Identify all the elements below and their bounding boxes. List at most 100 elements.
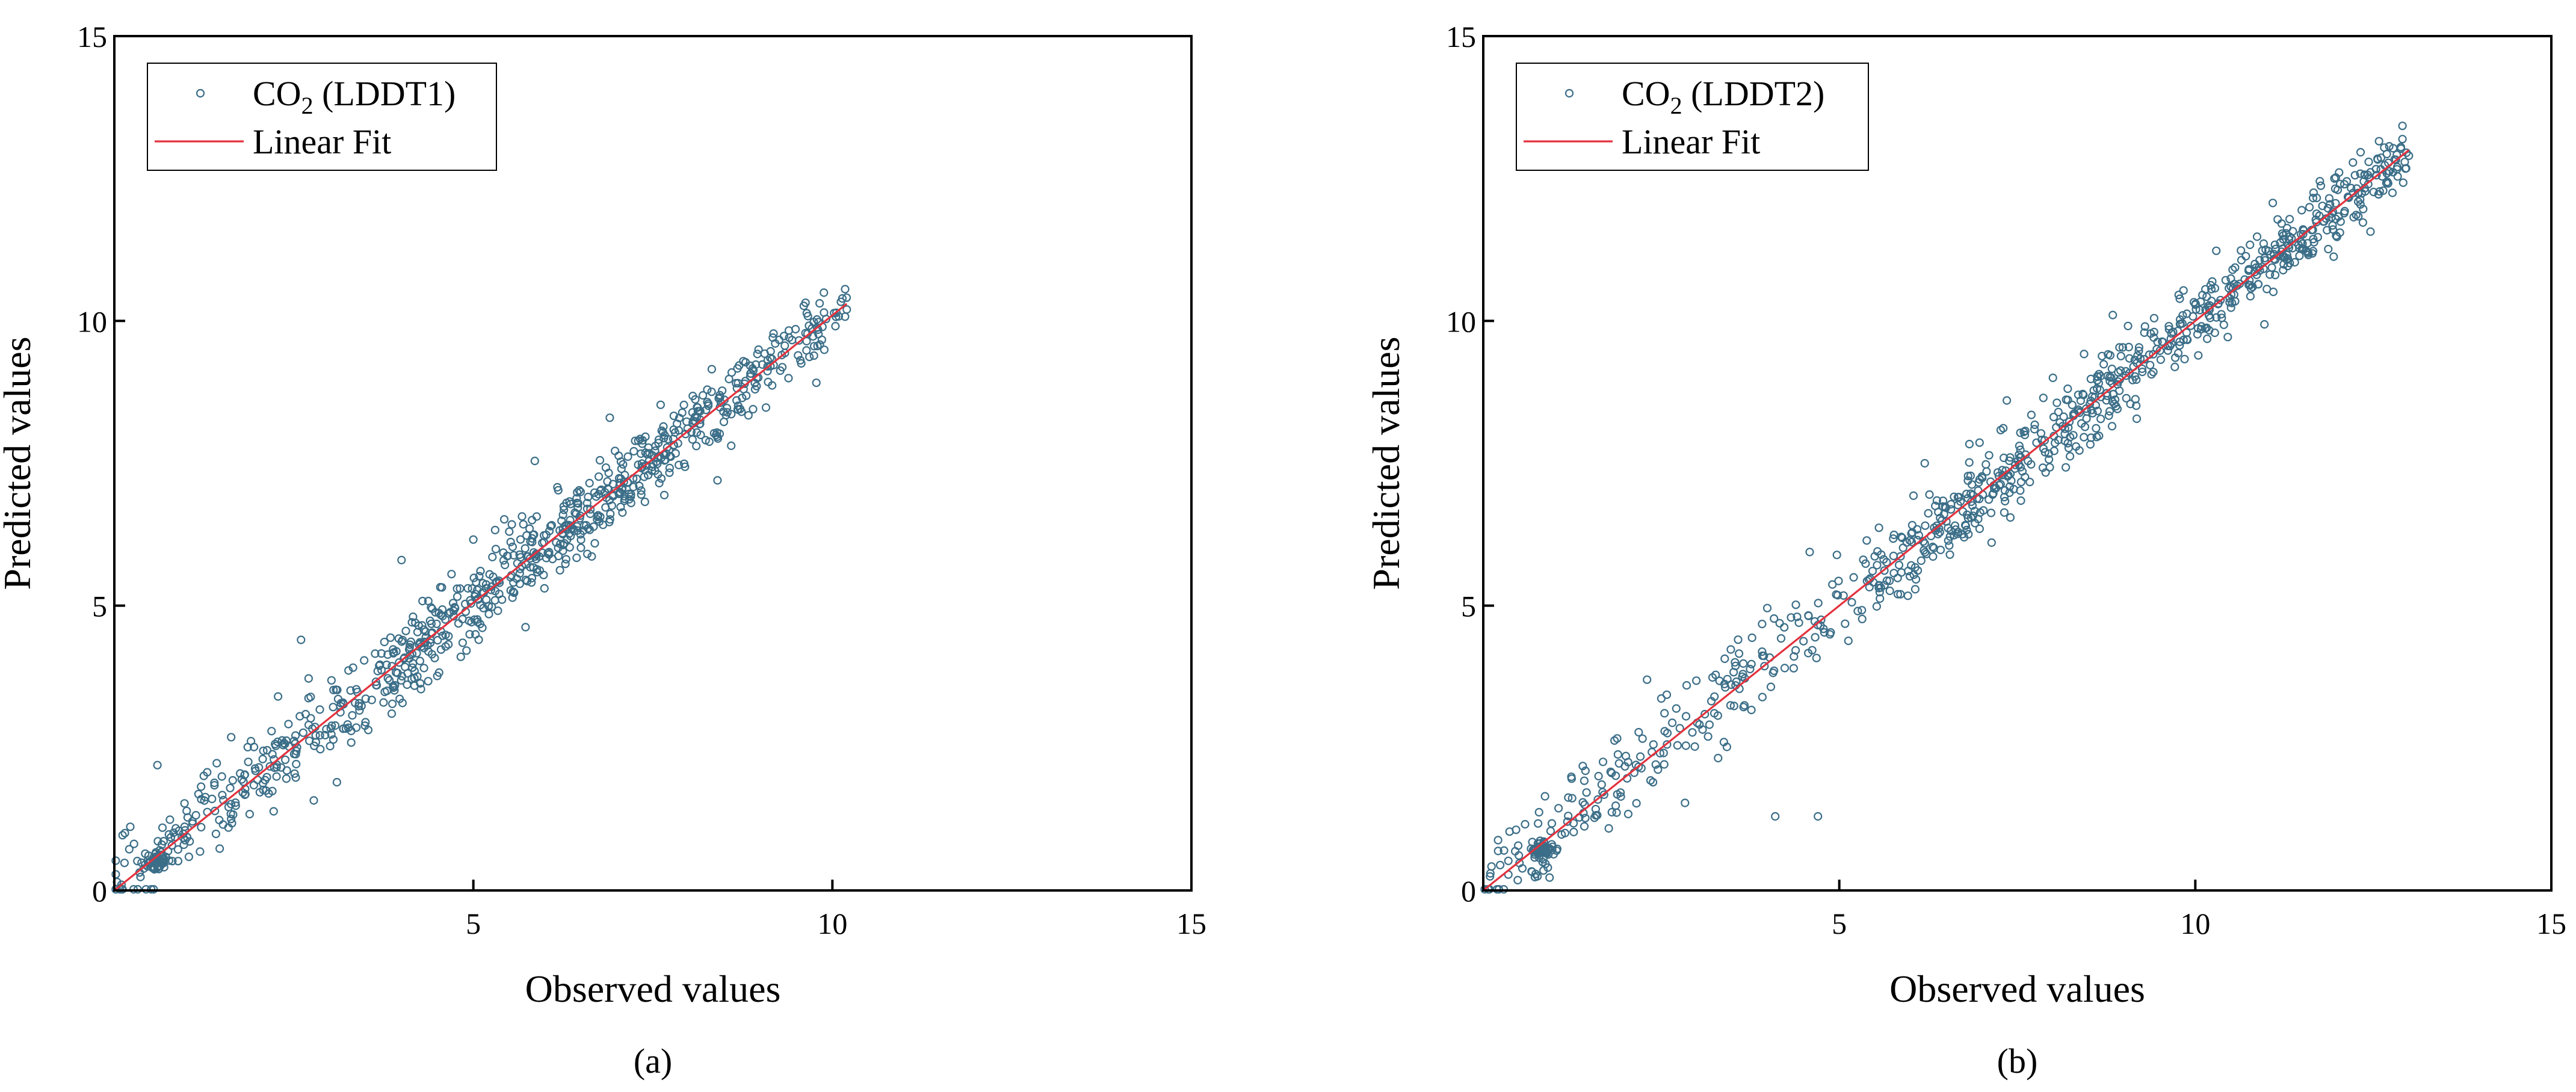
data-point-a: [153, 863, 162, 872]
data-point-a: [306, 693, 315, 702]
data-point-a: [582, 549, 592, 558]
data-point-b: [2066, 433, 2075, 442]
data-point-b: [1812, 653, 1821, 662]
data-point-b: [2331, 199, 2340, 208]
data-point-a: [809, 342, 819, 351]
data-point-a: [304, 674, 314, 683]
data-point-a: [566, 516, 575, 525]
data-point-b: [1560, 828, 1569, 838]
data-point-b: [1791, 600, 1800, 609]
data-point-a: [799, 301, 808, 310]
data-point-b: [2191, 305, 2201, 314]
data-point-a: [495, 578, 504, 587]
data-point-a: [425, 616, 434, 626]
data-point-b: [1945, 550, 1954, 559]
data-point-b: [1789, 664, 1798, 673]
data-point-a: [488, 552, 497, 562]
legend-series-label-a: CO2 (LDDT1): [253, 74, 456, 119]
data-point-a: [640, 497, 649, 507]
data-point-b: [2136, 354, 2145, 363]
data-point-a: [791, 324, 800, 334]
data-point-b: [2186, 321, 2195, 330]
data-point-b: [2016, 428, 2025, 437]
data-point-b: [1839, 591, 1848, 600]
data-point-b: [1787, 613, 1796, 622]
data-point-a: [165, 815, 175, 824]
data-point-a: [117, 880, 126, 889]
data-point-b: [2398, 135, 2407, 144]
data-point-a: [409, 659, 418, 668]
data-point-b: [2178, 311, 2187, 320]
data-point-a: [262, 745, 272, 755]
data-point-a: [812, 378, 821, 387]
data-point-b: [2082, 414, 2091, 423]
data-point-b: [1581, 813, 1590, 822]
data-point-a: [412, 649, 421, 658]
data-point-b: [1853, 606, 1862, 615]
data-point-b: [2108, 310, 2117, 319]
data-point-b: [2312, 193, 2321, 203]
data-point-a: [329, 685, 338, 694]
data-point-a: [267, 727, 276, 736]
data-point-a: [210, 781, 219, 790]
data-point-a: [227, 815, 236, 824]
data-point-b: [2284, 241, 2293, 250]
data-point-a: [265, 762, 274, 771]
data-point-a: [779, 332, 789, 341]
y-tick-label-10-a: 10: [77, 304, 107, 338]
data-point-b: [2202, 292, 2211, 301]
data-point-a: [797, 359, 806, 368]
legend-series-base-a: CO: [253, 74, 301, 113]
data-point-a: [765, 353, 775, 362]
data-point-a: [475, 572, 484, 581]
data-point-b: [2140, 322, 2149, 331]
data-point-b: [2400, 158, 2409, 167]
data-point-b: [2266, 250, 2275, 259]
data-point-b: [2138, 367, 2147, 377]
data-point-a: [707, 365, 717, 374]
data-point-b: [1814, 812, 1823, 821]
data-point-a: [201, 792, 210, 801]
data-point-a: [133, 856, 142, 866]
data-point-b: [1862, 536, 1871, 545]
data-point-b: [1747, 633, 1756, 643]
data-point-b: [2333, 185, 2343, 194]
data-point-b: [2040, 448, 2049, 457]
data-point-b: [2366, 227, 2375, 236]
data-point-b: [1707, 697, 1716, 706]
data-point-b: [1894, 560, 1904, 570]
data-point-b: [1651, 760, 1660, 769]
data-point-a: [382, 660, 391, 670]
data-point-b: [2006, 453, 2015, 462]
data-point-a: [794, 351, 803, 360]
data-point-b: [2027, 410, 2036, 419]
data-point-b: [1726, 680, 1735, 689]
data-point-b: [2005, 456, 2014, 465]
data-point-a: [269, 807, 278, 816]
data-point-a: [445, 609, 454, 618]
data-point-a: [516, 535, 525, 544]
data-point-b: [2313, 233, 2322, 242]
data-point-a: [387, 709, 397, 718]
data-point-b: [1663, 740, 1672, 749]
data-point-b: [1910, 585, 1920, 594]
data-point-a: [421, 627, 430, 636]
data-point-b: [1898, 543, 1907, 552]
data-point-b: [2149, 327, 2158, 337]
data-point-a: [400, 662, 410, 671]
data-point-b: [2039, 393, 2048, 403]
data-point-a: [727, 410, 736, 419]
data-point-a: [641, 432, 650, 442]
data-point-b: [1659, 748, 1668, 757]
data-point-a: [482, 595, 491, 604]
data-point-a: [776, 366, 785, 375]
data-point-b: [2179, 286, 2188, 295]
data-point-a: [460, 599, 470, 609]
data-point-a: [605, 413, 614, 422]
data-point-b: [2246, 292, 2255, 301]
data-point-b: [1896, 590, 1905, 599]
data-point-b: [1849, 573, 1858, 582]
data-point-b: [1513, 875, 1522, 885]
data-point-b: [1662, 690, 1672, 699]
data-point-a: [228, 776, 237, 785]
